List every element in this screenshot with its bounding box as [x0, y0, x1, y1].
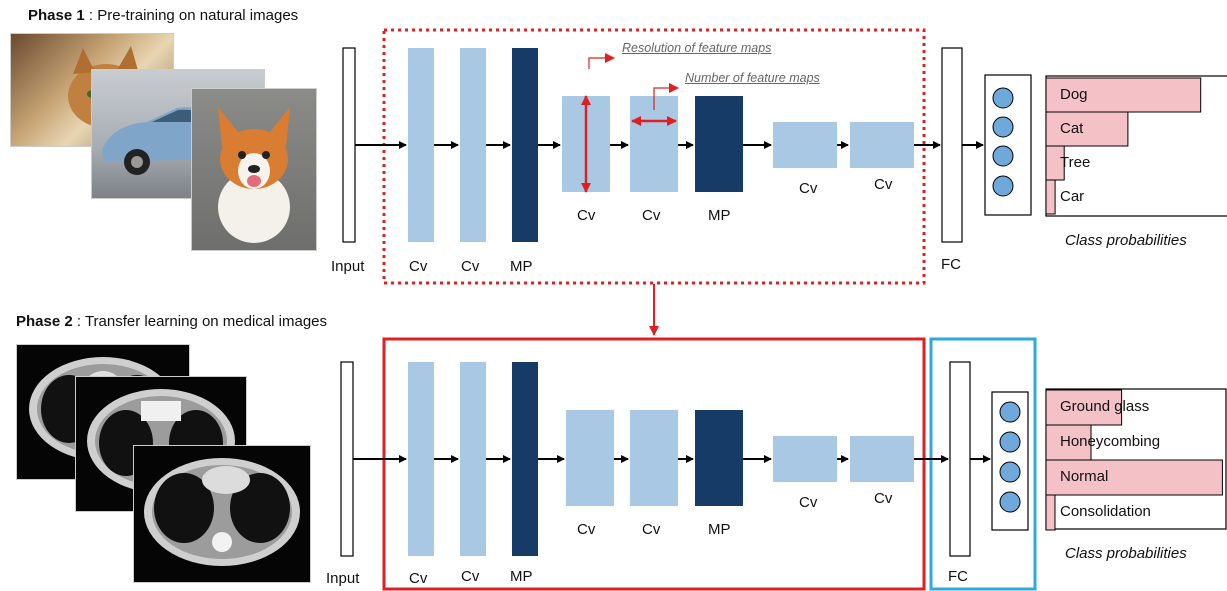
phase2-conv-layer-3	[566, 410, 614, 506]
phase1-output-node	[992, 175, 1014, 197]
phase2-class-label: Normal	[1060, 468, 1109, 485]
phase1-probability-bar	[1045, 179, 1056, 215]
phase2-conv-layer-5	[773, 436, 837, 482]
phase2-layer-label: Cv	[799, 494, 818, 511]
phase2-fc-label: FC	[948, 568, 968, 585]
phase1-class-label: Dog	[1060, 86, 1088, 103]
phase1-layer-label: Cv	[461, 258, 480, 275]
phase1-pool-layer-2	[695, 96, 743, 192]
phase1-output-node	[992, 145, 1014, 167]
phase2-fc-layer	[949, 361, 971, 557]
phase2-output-node	[999, 491, 1021, 513]
feature-map-annotations	[581, 53, 679, 193]
phase1-output-node	[992, 116, 1014, 138]
phase1-input-label: Input	[331, 258, 365, 275]
phase1-layer-label: Cv	[577, 207, 596, 224]
phase1-conv-layer-5	[773, 122, 837, 168]
phase2-layer-label: MP	[510, 568, 533, 585]
phase1-title: Phase 1 : Pre-training on natural images	[28, 7, 299, 24]
dog-photo	[191, 88, 317, 251]
phase1-feature-extractor-box	[382, 28, 926, 285]
ct-scan-3-illustration	[144, 458, 300, 566]
phase2-title: Phase 2 : Transfer learning on medical i…	[16, 313, 328, 330]
phase2-trainable-classifier-box	[929, 337, 1037, 591]
phase1-conv-layer-2	[460, 48, 486, 242]
phase2-pool-layer-2	[695, 410, 743, 506]
phase2-layer-label: Cv	[642, 521, 661, 538]
phase1-class-label: Tree	[1060, 154, 1091, 171]
phase2-probabilities-caption: Class probabilities	[1065, 545, 1187, 562]
phase2-transferred-extractor-box	[382, 337, 926, 591]
phase1-conv-layer-1	[408, 48, 434, 242]
phase1-layer-label: MP	[708, 207, 731, 224]
phase2-conv-layer-6	[850, 436, 914, 482]
resolution-note: Resolution of feature maps	[622, 41, 772, 55]
phase2-probability-bar	[1045, 494, 1056, 531]
phase2-input-label: Input	[326, 570, 360, 587]
phase1-layer-label: MP	[510, 258, 533, 275]
phase2-input-layer	[340, 361, 354, 557]
phase2-class-label: Consolidation	[1060, 503, 1151, 520]
phase1-conv-layer-6	[850, 122, 914, 168]
phase2-conv-layer-1	[408, 362, 434, 556]
phase2-layer-label: MP	[708, 521, 731, 538]
phase2-class-label: Ground glass	[1060, 398, 1150, 415]
phase2-layer-label: Cv	[461, 568, 480, 585]
dog-illustration	[218, 107, 290, 243]
phase2-class-label: Honeycombing	[1060, 433, 1161, 450]
phase1-layer-label: Cv	[409, 258, 428, 275]
phase2-layer-label: Cv	[874, 490, 893, 507]
phase1-conv-layer-4	[630, 96, 678, 192]
phase2-output-node	[999, 431, 1021, 453]
phase1-class-label: Cat	[1060, 120, 1084, 137]
number-note: Number of feature maps	[685, 71, 820, 85]
phase1-fc-label: FC	[941, 256, 961, 273]
phase2-probability-bar	[1045, 389, 1123, 426]
phase2-conv-layer-4	[630, 410, 678, 506]
phase1-probabilities-caption: Class probabilities	[1065, 232, 1187, 249]
phase2-output-node	[999, 461, 1021, 483]
phase1-layer-label: Cv	[874, 176, 893, 193]
phase2-probability-bar	[1045, 459, 1223, 496]
ct-scan-3	[133, 445, 311, 583]
phase2-conv-layer-2	[460, 362, 486, 556]
phase1-class-label: Car	[1060, 188, 1085, 205]
phase2-pool-layer-1	[512, 362, 538, 556]
phase2-output-node	[999, 401, 1021, 423]
phase1-fc-layer	[941, 47, 963, 243]
phase1-input-layer	[342, 47, 356, 243]
phase2-layer-label: Cv	[577, 521, 596, 538]
phase1-probability-bar	[1045, 77, 1202, 113]
phase1-probability-bar	[1045, 111, 1129, 147]
phase1-layer-label: Cv	[799, 180, 818, 197]
phase1-layer-label: Cv	[642, 207, 661, 224]
phase2-layer-label: Cv	[409, 570, 428, 587]
phase1-output-node	[992, 87, 1014, 109]
phase1-pool-layer-1	[512, 48, 538, 242]
